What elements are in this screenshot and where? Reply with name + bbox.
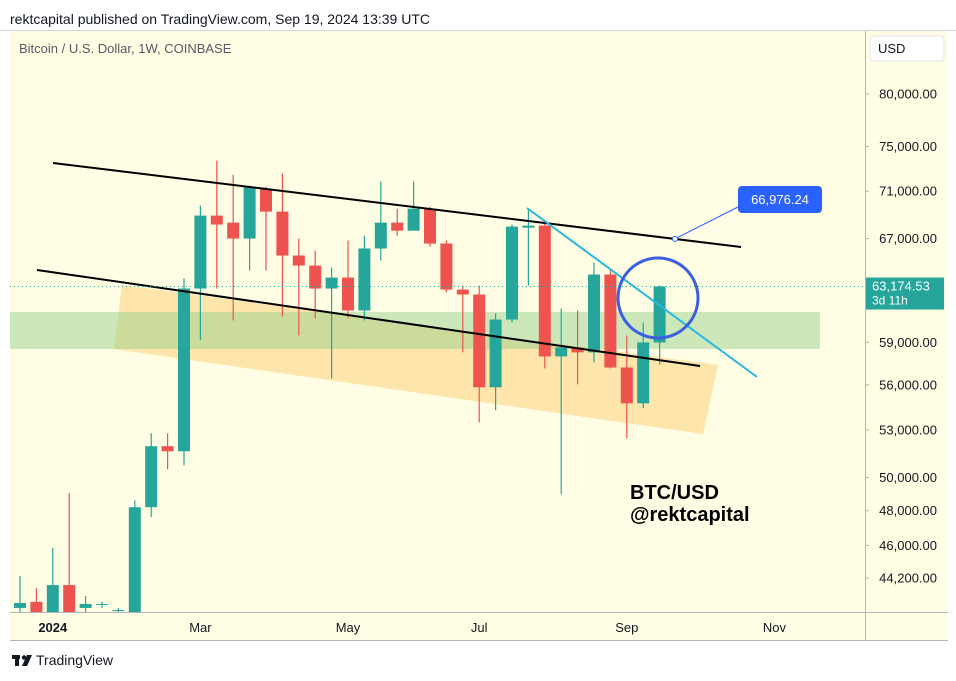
candle-body: [456, 289, 469, 295]
candle-body: [309, 265, 322, 289]
candle-body: [30, 601, 43, 612]
x-tick-label: Sep: [615, 620, 638, 635]
y-tick-label: 46,000.00: [879, 538, 937, 553]
candle-body: [276, 211, 289, 256]
candle-body: [407, 208, 420, 231]
y-tick-label: 56,000.00: [879, 377, 937, 392]
support-zone: [10, 312, 820, 349]
candle-body: [440, 243, 453, 290]
breakout-circle: [616, 256, 700, 340]
candle-body: [292, 255, 305, 266]
x-tick-label: May: [336, 620, 361, 635]
y-tick-label: 48,000.00: [879, 503, 937, 518]
candle-body: [637, 342, 650, 404]
candle-body: [145, 446, 158, 508]
candle-body: [178, 288, 190, 452]
y-tick-label: 59,000.00: [879, 335, 937, 350]
candle-body: [588, 274, 600, 353]
candle-body: [522, 225, 535, 228]
symbol-title: Bitcoin / U.S. Dollar, 1W, COINBASE: [19, 41, 232, 56]
callout-anchor: [672, 235, 678, 242]
y-tick-label: 80,000.00: [879, 86, 937, 101]
callout-label: 66,976.24: [751, 192, 809, 207]
demand-zone: [114, 285, 718, 434]
axis-corner: [865, 612, 948, 640]
candles: [14, 160, 666, 612]
candle-body: [391, 222, 404, 231]
candle-body: [210, 215, 223, 225]
downtrend-line: [526, 207, 758, 378]
candle-body: [194, 215, 207, 289]
candle-body: [128, 507, 141, 612]
currency-label: USD: [878, 41, 905, 56]
x-tick-label: Jul: [471, 620, 488, 635]
x-tick-label: Mar: [189, 620, 212, 635]
candle-body: [653, 286, 666, 343]
channel-bottom: [36, 269, 701, 367]
candle-body: [555, 347, 568, 357]
y-tick-label: 53,000.00: [879, 422, 937, 437]
channel-top: [52, 162, 742, 248]
callout-leader: [674, 204, 743, 240]
candle-body: [620, 367, 633, 404]
y-tick-label: 75,000.00: [879, 139, 937, 154]
candle-body: [538, 225, 551, 357]
candle-body: [161, 446, 174, 452]
y-tick-label: 44,200.00: [879, 571, 937, 586]
time-axis: [10, 612, 865, 640]
last-price-label: 63,174.53: [872, 279, 930, 294]
y-tick-label: 67,000.00: [879, 231, 937, 246]
candle-body: [374, 222, 387, 249]
candle-body: [63, 585, 76, 612]
footer-logo: [12, 655, 32, 666]
candle-body: [227, 222, 240, 239]
header: rektcapital published on TradingView.com…: [10, 11, 430, 27]
callout-box: [738, 186, 822, 213]
candle-body: [112, 610, 125, 612]
candle-body: [325, 277, 338, 289]
watermark-line: @rektcapital: [630, 504, 750, 526]
watermark-line: BTC/USD: [630, 482, 719, 504]
candle-body: [260, 188, 272, 212]
candle-body: [243, 186, 256, 239]
y-tick-label: 50,000.00: [879, 470, 937, 485]
x-tick-label: Nov: [763, 620, 787, 635]
candle-body: [96, 603, 108, 605]
candle-body: [342, 277, 354, 311]
price-axis: [865, 31, 948, 612]
candle-body: [79, 603, 92, 608]
candle-body: [489, 319, 502, 388]
last-price-box: [866, 277, 944, 310]
candle-body: [424, 208, 436, 244]
x-tick-label: 2024: [38, 620, 68, 635]
candle-body: [571, 347, 584, 353]
y-tick-label: 71,000.00: [879, 184, 937, 199]
candle-body: [506, 226, 518, 320]
candle-body: [14, 603, 26, 608]
footer-brand: TradingView: [36, 652, 114, 668]
currency-box[interactable]: [869, 35, 945, 62]
candle-body: [473, 294, 486, 388]
candle-body: [604, 274, 617, 368]
candle-body: [358, 248, 371, 311]
countdown-label: 3d 11h: [872, 294, 908, 308]
candle-body: [46, 585, 59, 612]
